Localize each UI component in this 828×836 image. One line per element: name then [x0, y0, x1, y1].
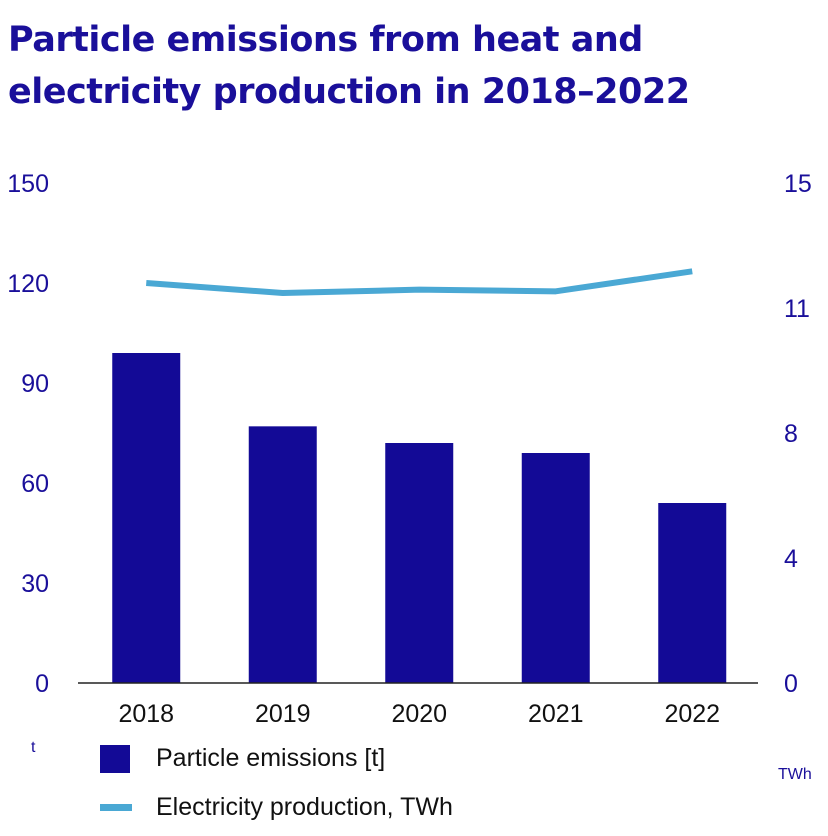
bar-2021 [521, 453, 590, 683]
x-axis-tick-label: 2021 [528, 700, 584, 728]
right-axis-tick-label: 0 [784, 670, 798, 698]
left-axis-tick-label: 120 [7, 270, 49, 298]
x-axis-tick-label: 2019 [255, 700, 311, 728]
legend-swatch-bar [100, 744, 130, 773]
left-axis-tick-label: 0 [35, 670, 49, 698]
left-axis-tick-label: 90 [21, 370, 49, 398]
legend-label-electricity-production: Electricity production, TWh [156, 793, 453, 821]
bar-2018 [112, 353, 181, 683]
legend-item-electricity-production: Electricity production, TWh [100, 793, 453, 822]
right-axis-tick-label: 11 [784, 295, 810, 323]
line-series-electricity [146, 268, 693, 296]
right-axis-tick-label: 15 [784, 170, 812, 198]
x-axis-tick-label: 2018 [118, 700, 174, 728]
left-axis-tick-label: 30 [21, 570, 49, 598]
chart-title: Particle emissions from heat and electri… [8, 14, 808, 118]
x-axis-tick-label: 2022 [664, 700, 720, 728]
right-axis-tick-label: 4 [784, 545, 798, 573]
left-axis-tick-label: 150 [7, 170, 49, 198]
bar-2019 [248, 426, 317, 683]
legend-item-particle-emissions: Particle emissions [t] [100, 744, 385, 773]
x-axis-tick-label: 2020 [391, 700, 447, 728]
left-axis: 0 30 60 90 120 150 [7, 170, 49, 698]
x-axis: 2018 2019 2020 2021 2022 [118, 700, 720, 728]
right-axis: 0 4 8 11 15 [784, 170, 812, 698]
chart-title-line-2: electricity production in 2018–2022 [8, 72, 690, 112]
legend-label-particle-emissions: Particle emissions [t] [156, 744, 386, 772]
right-axis-tick-label: 8 [784, 420, 798, 448]
legend-swatch-line [100, 804, 132, 811]
left-axis-tick-label: 60 [21, 470, 49, 498]
bar-series [112, 353, 727, 683]
chart-title-line-1: Particle emissions from heat and [8, 20, 643, 60]
left-axis-unit: t [31, 739, 36, 756]
bar-2022 [658, 503, 727, 683]
bar-2020 [385, 443, 454, 683]
right-axis-unit: TWh [778, 766, 812, 783]
